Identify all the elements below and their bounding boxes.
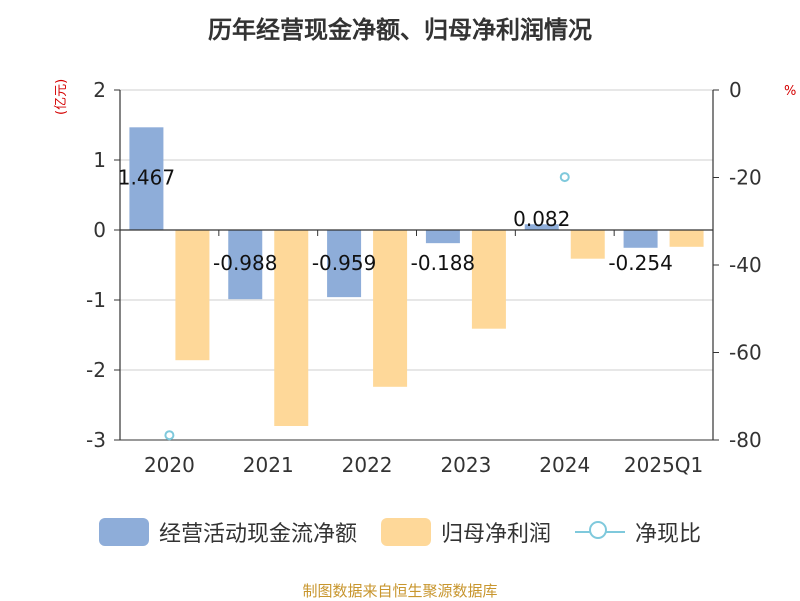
right-axis-unit: % — [784, 84, 797, 99]
x-axis-tick-label: 2023 — [440, 453, 491, 477]
legend-label-cash-ratio: 净现比 — [635, 522, 702, 547]
net-profit-bar — [274, 230, 309, 426]
cashflow-bar — [425, 230, 460, 244]
cashflow-data-label: -0.988 — [213, 251, 277, 275]
net-profit-bar — [669, 230, 704, 247]
x-axis-tick-label: 2025Q1 — [624, 453, 703, 477]
left-axis-tick-label: 2 — [93, 78, 106, 102]
x-axis-tick-label: 2024 — [539, 453, 590, 477]
x-axis-tick-label: 2022 — [342, 453, 393, 477]
legend-swatch-cashflow — [98, 518, 149, 546]
cashflow-data-label: 0.082 — [513, 207, 570, 231]
cashflow-bar — [623, 230, 658, 248]
cash-ratio-point — [559, 172, 570, 183]
legend-item-cash-ratio[interactable]: 净现比 — [575, 516, 701, 548]
data-source-note: 制图数据来自恒生聚源数据库 — [302, 582, 498, 600]
legend-label-cashflow: 经营活动现金流净额 — [158, 522, 357, 547]
left-axis-tick-label: 0 — [93, 218, 106, 242]
right-axis-tick-label: -80 — [729, 428, 762, 452]
cashflow-bar — [129, 127, 164, 230]
cashflow-data-label: -0.254 — [608, 251, 672, 275]
x-axis-tick-label: 2021 — [243, 453, 294, 477]
left-axis-tick-label: -1 — [86, 288, 106, 312]
legend-item-net-profit[interactable]: 归母净利润 — [380, 516, 551, 548]
cashflow-bar — [228, 230, 263, 300]
left-axis-tick-label: 1 — [93, 148, 106, 172]
net-profit-bar — [471, 230, 506, 329]
net-profit-bar — [175, 230, 210, 361]
cashflow-data-label: 1.467 — [118, 165, 175, 189]
cash-ratio-point — [164, 430, 175, 441]
cashflow-bar — [524, 224, 559, 230]
right-axis-tick-label: -20 — [729, 166, 762, 190]
chart-legend: 经营活动现金流净额 归母净利润 净现比 — [0, 516, 800, 548]
net-profit-bar — [570, 230, 605, 259]
right-axis-tick-label: -40 — [729, 253, 762, 277]
legend-item-cashflow[interactable]: 经营活动现金流净额 — [98, 516, 357, 548]
legend-label-net-profit: 归母净利润 — [440, 522, 551, 547]
cashflow-data-label: -0.959 — [312, 251, 376, 275]
chart-title: 历年经营现金净额、归母净利润情况 — [208, 16, 592, 44]
right-axis-tick-label: 0 — [729, 78, 742, 102]
cashflow-data-label: -0.188 — [411, 251, 475, 275]
x-axis-tick-label: 2020 — [144, 453, 195, 477]
net-profit-bar — [373, 230, 408, 387]
right-axis-tick-label: -60 — [729, 341, 762, 365]
cashflow-bar — [327, 230, 362, 298]
legend-swatch-cash-ratio — [575, 518, 625, 546]
left-axis-tick-label: -2 — [86, 358, 106, 382]
legend-swatch-net-profit — [380, 518, 431, 546]
left-axis-tick-label: -3 — [86, 428, 106, 452]
